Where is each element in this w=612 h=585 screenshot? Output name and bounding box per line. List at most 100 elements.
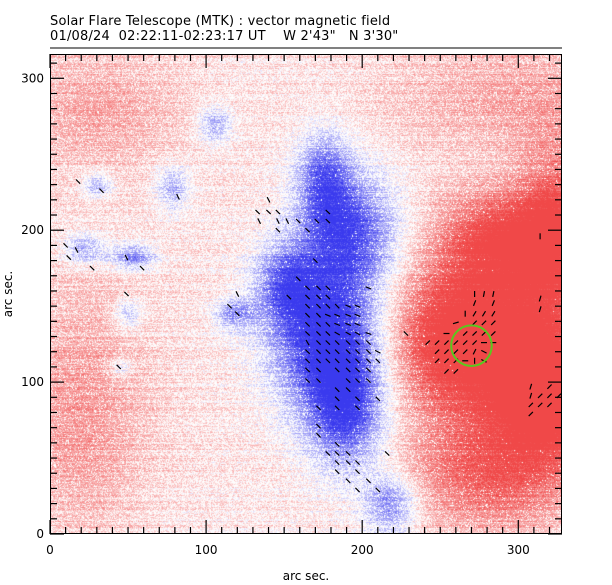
field-vector	[354, 378, 361, 384]
field-vector	[538, 306, 542, 313]
field-vector	[315, 349, 322, 355]
field-vector	[304, 330, 311, 337]
field-vector	[528, 411, 534, 417]
field-vector	[334, 469, 340, 475]
field-vector	[345, 313, 352, 317]
field-vector	[295, 218, 301, 224]
field-vector	[491, 310, 496, 317]
field-vector	[304, 367, 311, 373]
field-vector	[334, 460, 340, 466]
field-vector	[304, 294, 311, 300]
field-vector	[384, 450, 390, 457]
field-vector	[315, 285, 322, 291]
field-vector	[304, 349, 311, 355]
field-vector	[325, 218, 331, 224]
field-vector	[345, 367, 351, 373]
field-vector	[304, 321, 311, 327]
plot-frame	[50, 54, 562, 534]
field-vector	[365, 332, 372, 335]
field-vector	[472, 310, 477, 317]
field-vector	[315, 358, 322, 364]
field-vector	[345, 358, 351, 364]
field-vector	[176, 193, 180, 200]
field-vector	[315, 330, 322, 337]
field-vector	[453, 340, 459, 346]
field-vector	[334, 331, 341, 336]
field-vector	[354, 304, 361, 308]
field-vector	[462, 340, 468, 346]
field-vector	[305, 339, 310, 346]
field-vector	[334, 405, 340, 411]
field-vector	[546, 393, 553, 399]
field-vector	[334, 313, 341, 317]
field-vector	[324, 313, 331, 317]
field-vector	[528, 402, 534, 408]
field-vector	[375, 396, 381, 402]
field-vector	[537, 393, 543, 399]
field-vector	[265, 209, 272, 215]
field-vector	[472, 300, 477, 307]
field-vector	[325, 358, 331, 364]
field-vector	[354, 469, 361, 475]
observation-time-range: 02:22:11-02:23:17 UT	[118, 29, 266, 44]
field-vector	[325, 303, 331, 309]
field-vector	[482, 290, 486, 298]
field-vector	[334, 303, 340, 309]
field-vector	[325, 209, 331, 215]
field-vector	[443, 340, 450, 346]
field-vector	[537, 402, 543, 408]
field-vector	[325, 285, 331, 291]
field-vector	[354, 396, 361, 402]
magnetogram-plot-area	[50, 54, 562, 534]
field-vector	[334, 340, 340, 346]
field-vector	[334, 358, 340, 364]
field-vector	[345, 450, 351, 457]
field-vector	[315, 312, 322, 318]
field-vector	[365, 478, 372, 484]
field-vector	[325, 321, 331, 327]
y-tick-label: 100	[21, 375, 44, 389]
y-tick-labels: 0 100 200 300	[21, 71, 44, 541]
sunspot-circle	[450, 324, 493, 367]
field-vector	[304, 312, 311, 318]
field-vector	[334, 322, 341, 327]
field-vector	[315, 340, 322, 346]
observation-info: 01/08/24 02:22:11-02:23:17 UT W 2'43" N …	[50, 30, 398, 44]
field-vector	[354, 367, 361, 373]
field-vector	[334, 450, 340, 457]
field-vector	[546, 402, 553, 408]
field-vector	[472, 348, 477, 355]
field-vector	[345, 387, 351, 393]
field-vector	[315, 378, 322, 384]
field-vector	[315, 303, 322, 309]
x-axis-title: arc sec.	[283, 569, 329, 583]
field-vector	[354, 340, 361, 346]
field-vector	[472, 320, 478, 326]
field-vector	[98, 188, 105, 194]
field-vector	[529, 392, 533, 399]
field-vector	[63, 242, 69, 248]
field-vector	[124, 254, 129, 261]
field-vector	[89, 265, 95, 271]
field-vector	[345, 349, 351, 355]
field-vector	[315, 321, 322, 327]
x-tick-label: 100	[195, 543, 218, 557]
field-vector	[354, 322, 361, 327]
field-vector	[334, 396, 340, 402]
field-vector	[354, 358, 361, 364]
field-vector	[315, 367, 322, 373]
field-vector	[481, 310, 487, 317]
field-vector	[365, 358, 372, 364]
field-vector	[354, 331, 361, 336]
field-vector	[491, 300, 495, 307]
field-vector	[276, 218, 280, 225]
field-vector	[453, 368, 459, 375]
magnetogram-image	[50, 54, 562, 534]
field-vector	[354, 405, 361, 411]
field-vector	[434, 349, 440, 355]
field-vector	[325, 294, 331, 300]
field-vector	[304, 227, 311, 233]
field-vector	[315, 423, 322, 429]
field-vector	[234, 311, 240, 317]
